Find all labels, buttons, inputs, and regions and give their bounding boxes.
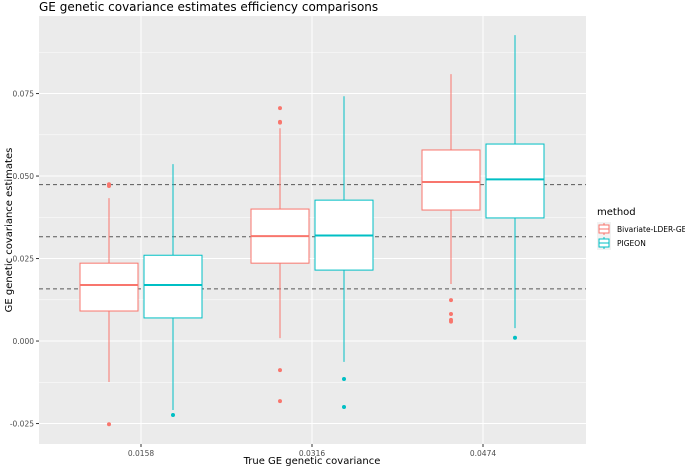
legend-title: method <box>597 207 636 218</box>
y-tick-label: 0.050 <box>13 172 35 181</box>
x-tick-label: 0.0316 <box>299 449 325 458</box>
box <box>143 254 203 319</box>
box <box>79 262 139 312</box>
outlier-point <box>278 368 282 373</box>
y-tick-label: 0.025 <box>13 255 35 264</box>
outlier-point <box>513 335 517 340</box>
y-tick-label: 0.000 <box>13 337 35 346</box>
y-tick-label: -0.025 <box>10 420 34 429</box>
outlier-point <box>449 298 453 303</box>
box <box>485 143 545 219</box>
box-bivariate-lder-ge-0.0474 <box>421 74 481 324</box>
x-axis-title: True GE genetic covariance <box>243 456 381 467</box>
y-axis-title: GE genetic covariance estimates <box>4 148 15 313</box>
box-pigeon-0.0474 <box>485 35 545 340</box>
outlier-point <box>342 376 346 381</box>
outlier-point <box>449 319 453 324</box>
outlier-point <box>107 183 111 188</box>
box-bivariate-lder-ge-0.0316 <box>250 106 310 404</box>
chart-title: GE genetic covariance estimates efficien… <box>39 0 378 14</box>
y-tick-label: 0.075 <box>13 90 35 99</box>
outlier-point <box>278 106 282 111</box>
x-tick-label: 0.0158 <box>128 449 154 458</box>
legend-label: Bivariate-LDER-GE <box>617 225 685 234</box>
legend-label: PIGEON <box>617 239 646 248</box>
outlier-point <box>107 422 111 427</box>
box <box>421 149 481 211</box>
x-tick-label: 0.0474 <box>470 449 496 458</box>
box-pigeon-0.0316 <box>314 96 374 410</box>
outlier-point <box>278 399 282 404</box>
box-pigeon-0.0158 <box>143 164 203 417</box>
outlier-point <box>449 311 453 316</box>
outlier-point <box>342 405 346 410</box>
outlier-point <box>278 120 282 125</box>
box-bivariate-lder-ge-0.0158 <box>79 182 139 427</box>
legend: method Bivariate-LDER-GE PIGEON <box>597 207 685 250</box>
outlier-point <box>171 412 175 417</box>
